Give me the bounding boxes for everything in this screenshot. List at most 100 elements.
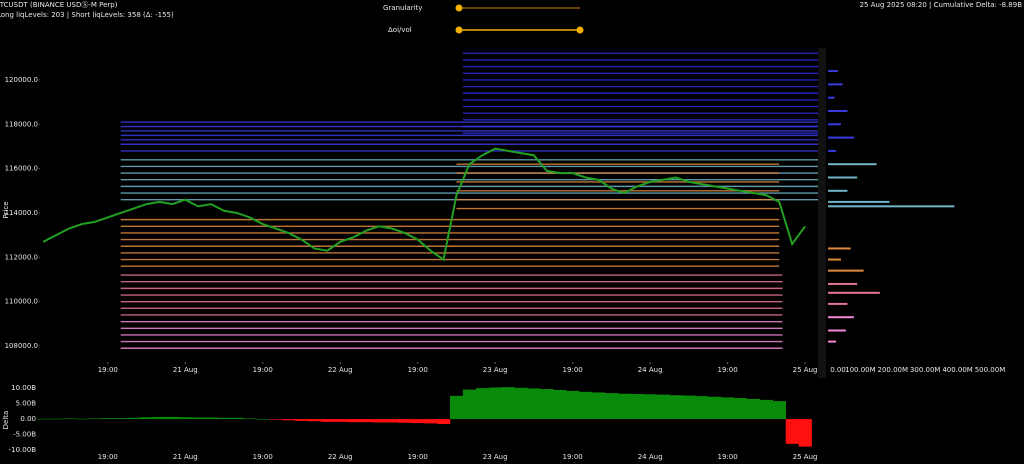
- profile-bar: [828, 247, 851, 250]
- y-tick-label: 114000.0: [5, 209, 38, 217]
- y-tick-label: 112000.0: [5, 253, 38, 261]
- price-axis-label: Price: [2, 201, 10, 218]
- delta-x-tick-label: 25 Aug: [793, 453, 818, 461]
- profile-bar: [828, 340, 837, 343]
- y-tick-label: 110000.0: [5, 298, 38, 306]
- delta-bar: [204, 417, 218, 420]
- delta-x-tick-label: 22 Aug: [328, 453, 353, 461]
- delta-bar: [398, 419, 412, 423]
- delta-bar: [488, 387, 502, 420]
- delta-bar: [230, 417, 244, 420]
- delta-bar: [243, 418, 257, 420]
- profile-tick-label: 200.00M: [878, 366, 909, 374]
- profile-bar: [828, 302, 848, 305]
- price-line: [42, 147, 806, 262]
- status: 25 Aug 2025 08:20 | Cumulative Delta: -8…: [860, 1, 1023, 9]
- granularity-label: Granularity: [383, 4, 422, 12]
- delta-bar: [269, 419, 283, 420]
- delta-bar: [514, 387, 528, 420]
- oi-vol-handle-high[interactable]: [576, 26, 584, 34]
- x-tick-label: 19:00: [408, 366, 428, 374]
- delta-bar: [140, 417, 154, 420]
- delta-bar: [75, 418, 89, 420]
- delta-bar: [630, 393, 644, 420]
- delta-tick-label: 5.00B: [16, 400, 37, 408]
- delta-bar: [178, 417, 193, 420]
- delta-bar: [566, 390, 580, 420]
- oi-vol-label: Δoi/vol: [388, 26, 412, 34]
- delta-bar: [527, 388, 541, 420]
- delta-bar: [449, 395, 464, 420]
- delta-bar: [191, 417, 205, 420]
- profile-bar: [828, 176, 858, 179]
- x-tick-label: 25 Aug: [793, 366, 818, 374]
- delta-bar: [88, 418, 102, 420]
- delta-bar: [62, 418, 76, 420]
- delta-tick-label: 10.00B: [11, 384, 36, 392]
- x-tick-label: 22 Aug: [328, 366, 353, 374]
- delta-bar: [617, 393, 632, 420]
- granularity-handle[interactable]: [455, 4, 463, 12]
- profile-bar: [828, 136, 854, 139]
- delta-bar: [772, 401, 787, 420]
- delta-tick-label: -10.00B: [9, 446, 37, 454]
- delta-bar: [462, 389, 477, 420]
- delta-bar: [307, 419, 322, 422]
- delta-bar: [256, 419, 270, 420]
- x-tick-label: 24 Aug: [638, 366, 663, 374]
- delta-bar: [734, 398, 748, 420]
- delta-bar: [295, 419, 309, 421]
- delta-bar: [669, 395, 683, 420]
- delta-bar: [359, 419, 373, 423]
- delta-bar: [592, 392, 606, 420]
- profile-tick-label: 500.00M: [975, 366, 1006, 374]
- delta-bar: [127, 417, 141, 420]
- delta-bar: [682, 395, 696, 420]
- oi-vol-handle-low[interactable]: [455, 26, 463, 34]
- delta-tick-label: 0.00: [20, 415, 36, 423]
- profile-bar: [828, 329, 846, 332]
- delta-tick-label: -5.00B: [13, 431, 36, 439]
- delta-bar: [49, 418, 63, 420]
- x-tick-label: 21 Aug: [173, 366, 198, 374]
- delta-bar: [346, 419, 360, 423]
- profile-bar: [828, 269, 864, 272]
- y-tick-label: 116000.0: [5, 165, 38, 173]
- delta-bar: [101, 418, 115, 420]
- delta-x-tick-label: 19:00: [718, 453, 738, 461]
- profile-tick-label: 400.00M: [942, 366, 973, 374]
- delta-bar: [217, 417, 231, 420]
- profile-bar: [828, 83, 843, 86]
- delta-bar: [553, 389, 567, 420]
- delta-bar: [785, 419, 799, 444]
- delta-bar: [604, 393, 619, 420]
- profile-bar: [828, 70, 838, 73]
- delta-bar: [411, 419, 425, 424]
- profile-bar: [828, 109, 848, 112]
- delta-x-tick-label: 19:00: [98, 453, 118, 461]
- delta-bar: [798, 419, 812, 447]
- delta-bar: [643, 394, 657, 420]
- delta-x-tick-label: 23 Aug: [483, 453, 508, 461]
- x-tick-label: 19:00: [718, 366, 738, 374]
- delta-bar: [540, 389, 554, 420]
- delta-x-tick-label: 19:00: [253, 453, 273, 461]
- delta-bar: [721, 397, 735, 420]
- delta-axis-label: Delta: [2, 411, 10, 430]
- divider: [818, 48, 826, 378]
- liq-levels: Long liqLevels: 203 | Short liqLevels: 3…: [0, 11, 174, 19]
- delta-bar: [708, 396, 722, 420]
- delta-bar: [385, 419, 399, 423]
- profile-bar: [828, 163, 877, 166]
- x-tick-label: 19:00: [253, 366, 273, 374]
- delta-bar: [437, 419, 451, 425]
- symbol: BTCUSDT (BINANCE USDⓈ-M Perp): [0, 1, 118, 9]
- delta-bar: [36, 418, 50, 420]
- delta-x-tick-label: 19:00: [563, 453, 583, 461]
- x-tick-label: 23 Aug: [483, 366, 508, 374]
- profile-bar: [828, 205, 955, 208]
- delta-bar: [165, 416, 180, 420]
- profile-bar: [828, 200, 890, 203]
